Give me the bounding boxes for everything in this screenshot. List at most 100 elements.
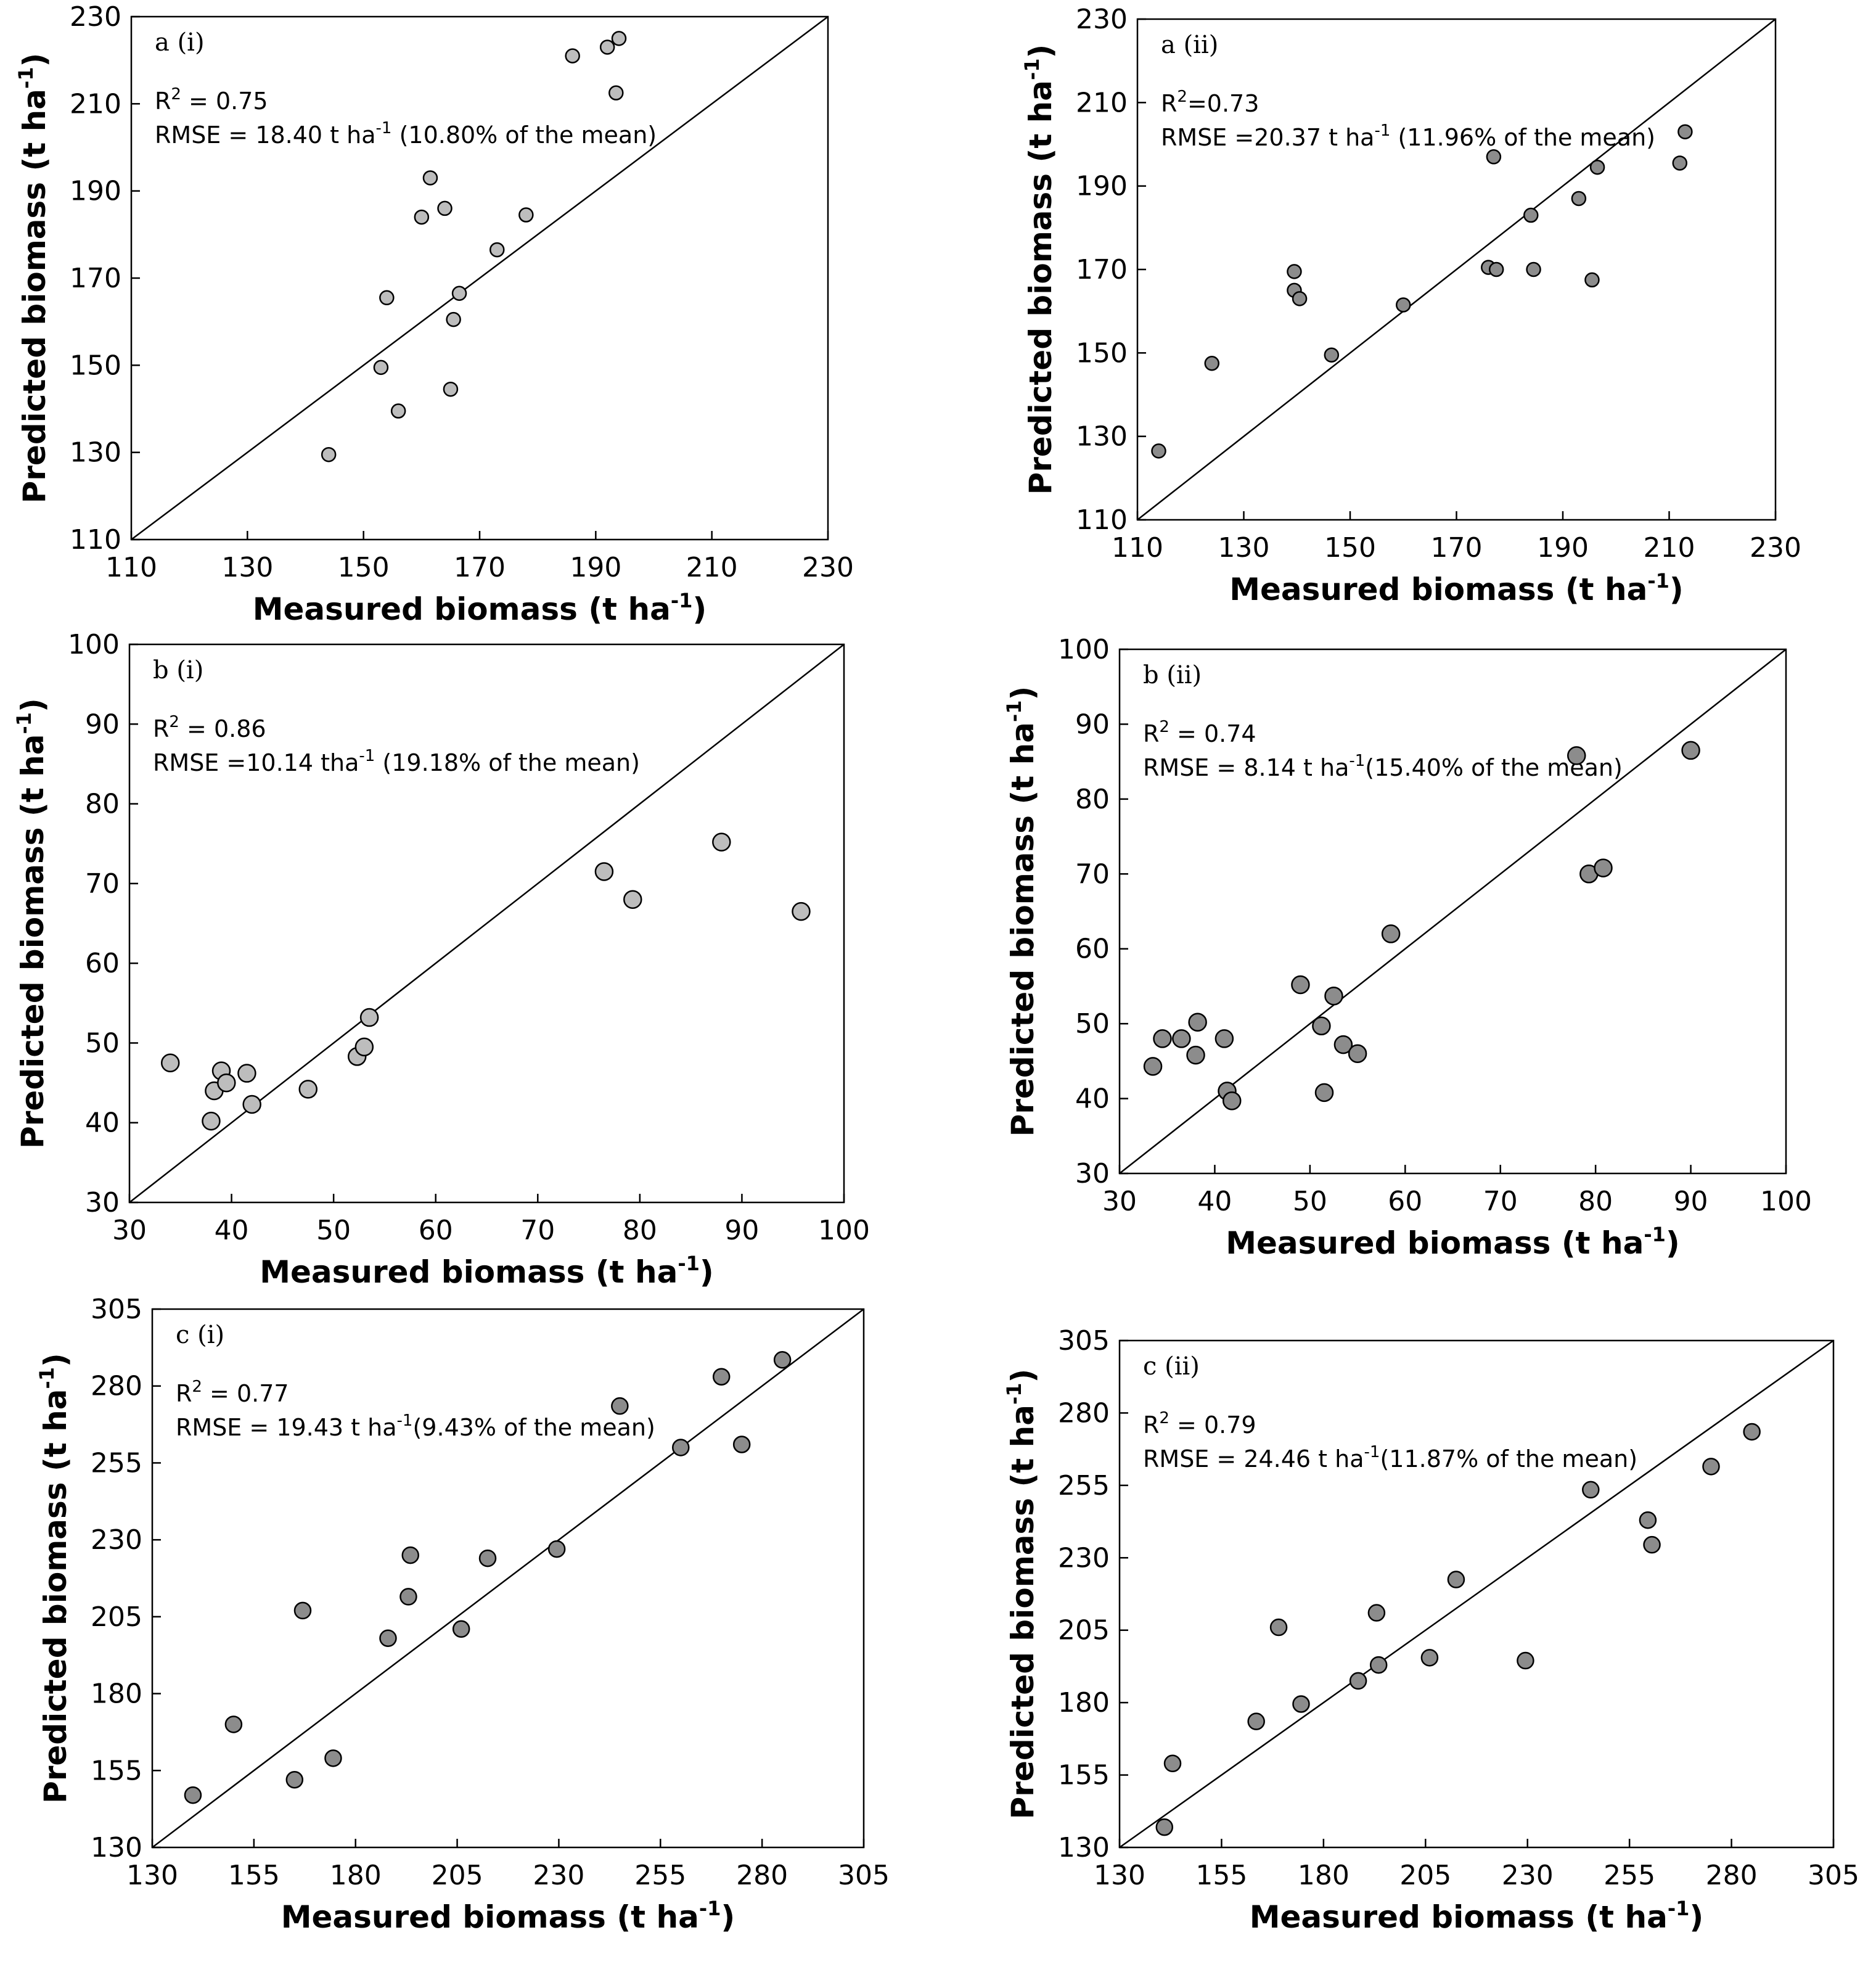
data-point	[1333, 1035, 1353, 1054]
x-tick-label: 230	[802, 552, 854, 583]
y-tick-label: 150	[70, 350, 121, 381]
data-point	[1324, 986, 1343, 1006]
y-axis-title: Predicted biomass (t ha-1)	[1002, 1369, 1041, 1820]
data-point	[1349, 1672, 1367, 1690]
data-point	[1291, 975, 1310, 995]
data-point	[1582, 1481, 1600, 1499]
x-tick-label: 180	[330, 1860, 382, 1891]
data-point	[1247, 1712, 1265, 1730]
rmse-annotation: RMSE = 8.14 t ha-1(15.40% of the mean)	[1143, 752, 1623, 781]
data-point	[359, 1008, 379, 1027]
x-tick-label: 210	[1644, 532, 1695, 564]
x-tick-label: 130	[221, 552, 273, 583]
r-squared-annotation: R2 = 0.75	[155, 85, 268, 115]
x-axis-title: Measured biomass (t ha-1)	[281, 1897, 735, 1935]
r-squared-annotation: R2=0.73	[1161, 88, 1259, 117]
data-point	[1153, 1029, 1172, 1048]
data-point	[160, 1053, 180, 1072]
plot-frame	[1118, 648, 1787, 1175]
data-point	[1447, 1571, 1465, 1588]
data-point	[1420, 1649, 1439, 1667]
y-axis-title: Predicted biomass (t ha-1)	[14, 53, 52, 504]
x-axis-title: Measured biomass (t ha-1)	[1250, 1897, 1703, 1935]
data-point	[565, 48, 580, 64]
data-point	[1292, 1695, 1310, 1713]
r-squared-annotation: R2 = 0.86	[153, 713, 266, 742]
x-tick-label: 50	[1293, 1186, 1327, 1217]
data-point	[732, 1436, 751, 1453]
y-tick-label: 190	[1076, 171, 1128, 202]
x-tick-label: 205	[1399, 1860, 1451, 1891]
y-tick-label: 40	[85, 1107, 120, 1139]
data-point	[1214, 1029, 1234, 1048]
plot-frame	[128, 643, 845, 1204]
x-tick-label: 305	[1808, 1860, 1859, 1891]
y-tick-label: 130	[70, 437, 121, 469]
data-point	[293, 1601, 312, 1620]
x-tick-label: 60	[419, 1215, 453, 1246]
y-tick-label: 255	[1058, 1470, 1110, 1501]
data-point	[1526, 261, 1541, 277]
rmse-annotation: RMSE = 24.46 t ha-1(11.87% of the mean)	[1143, 1443, 1637, 1473]
data-point	[184, 1786, 202, 1804]
data-point	[1163, 1754, 1182, 1773]
data-point	[1151, 443, 1166, 459]
x-tick-label: 210	[686, 552, 738, 583]
y-tick-label: 110	[70, 524, 121, 556]
rmse-annotation: RMSE =10.14 tha-1 (19.18% of the mean)	[153, 747, 640, 776]
data-point	[547, 1540, 566, 1558]
x-tick-label: 80	[623, 1215, 657, 1246]
x-axis-title: Measured biomass (t ha-1)	[1229, 569, 1683, 607]
y-tick-label: 80	[1075, 784, 1110, 815]
data-point	[1571, 191, 1587, 207]
x-tick-label: 155	[228, 1860, 280, 1891]
one-to-one-line	[1119, 1339, 1834, 1849]
x-tick-label: 40	[1197, 1186, 1232, 1217]
r-squared-annotation: R2 = 0.74	[1143, 718, 1256, 747]
x-tick-label: 170	[454, 552, 506, 583]
y-tick-label: 100	[68, 629, 120, 660]
y-tick-label: 180	[91, 1678, 142, 1710]
panel-b-ii: 30 40 50 60 70 80 90 100 30 40 50 60 70 80 90 100 Measur…	[1002, 634, 1812, 1261]
x-tick-label: 170	[1431, 532, 1483, 564]
data-point	[1381, 924, 1401, 943]
data-point	[354, 1037, 374, 1057]
y-tick-label: 60	[85, 948, 120, 979]
y-tick-label: 70	[85, 868, 120, 900]
x-tick-label: 155	[1195, 1860, 1247, 1891]
y-tick-label: 40	[1075, 1083, 1110, 1115]
y-tick-label: 305	[91, 1294, 142, 1325]
x-tick-label: 30	[112, 1215, 147, 1246]
panel-a-i: 110 130 150 170 190 210 230 110 130 150 170 190 210 2…	[14, 1, 854, 627]
y-tick-label: 150	[1076, 337, 1128, 369]
y-tick-label: 60	[1075, 934, 1110, 965]
panel-b-i: 30 40 50 60 70 80 90 100 30 40 50 60 70 80 90 100 Measur…	[12, 629, 870, 1290]
y-tick-label: 50	[85, 1027, 120, 1059]
data-point	[623, 890, 642, 909]
data-point	[1204, 356, 1219, 371]
x-tick-label: 280	[736, 1860, 788, 1891]
y-tick-label: 100	[1058, 634, 1110, 665]
data-point	[1639, 1511, 1657, 1529]
data-point	[1584, 272, 1600, 288]
y-tick-label: 305	[1058, 1325, 1110, 1357]
x-tick-label: 90	[724, 1215, 759, 1246]
data-point	[1186, 1045, 1205, 1065]
data-point	[379, 1629, 397, 1648]
y-tick-label: 130	[91, 1832, 142, 1863]
data-point	[599, 39, 615, 55]
y-tick-label: 180	[1058, 1687, 1110, 1719]
data-point	[1517, 1651, 1534, 1670]
panel-label: a (i)	[155, 28, 205, 57]
data-point	[399, 1588, 417, 1606]
x-tick-label: 60	[1388, 1186, 1422, 1217]
data-point	[401, 1546, 419, 1564]
y-tick-label: 50	[1075, 1008, 1110, 1040]
r-squared-annotation: R2 = 0.79	[1143, 1409, 1256, 1439]
x-tick-label: 280	[1706, 1860, 1758, 1891]
data-point	[1486, 149, 1502, 165]
plot-frame	[1118, 1339, 1835, 1849]
y-tick-label: 170	[1076, 254, 1128, 285]
x-tick-label: 110	[1112, 532, 1163, 564]
